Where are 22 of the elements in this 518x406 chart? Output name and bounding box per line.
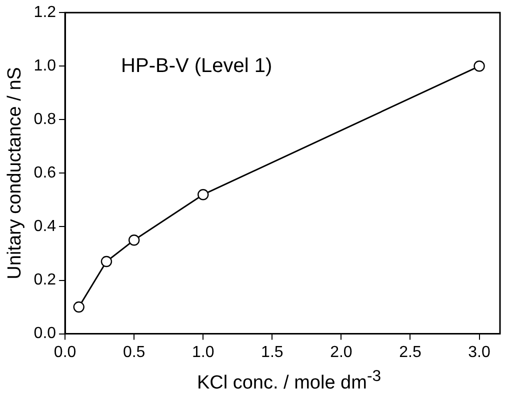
x-tick-label: 3.0 [468, 344, 491, 361]
annotation: HP-B-V (Level 1) [121, 55, 272, 78]
x-tick-label: 2.5 [399, 344, 422, 361]
point [198, 189, 209, 200]
x-tick-label: 1.5 [261, 344, 284, 361]
y-axis-title: Unitary conductance / nS [4, 67, 26, 280]
y-tick-label: 0.8 [34, 111, 56, 128]
point [474, 60, 485, 72]
y-tick-label: 0.4 [34, 218, 56, 236]
point [128, 234, 140, 246]
x-tick-label: 0.5 [122, 344, 146, 361]
y-tick-label: 0.6 [34, 164, 56, 182]
y-tick-label: 1.2 [34, 4, 56, 22]
y-tick-label: 1.0 [34, 58, 56, 75]
point [100, 256, 112, 268]
y-tick-label: 0.2 [34, 272, 56, 289]
point [73, 301, 84, 313]
x-axis-title: KCl conc. / mole dm$^{-3}$ [196, 368, 382, 394]
y-tick-label: 0.0 [34, 325, 56, 342]
x-tick-label: 0.0 [54, 344, 76, 361]
x-tick-label: 2.0 [330, 344, 352, 361]
x-tick-label: 1.0 [192, 344, 214, 361]
